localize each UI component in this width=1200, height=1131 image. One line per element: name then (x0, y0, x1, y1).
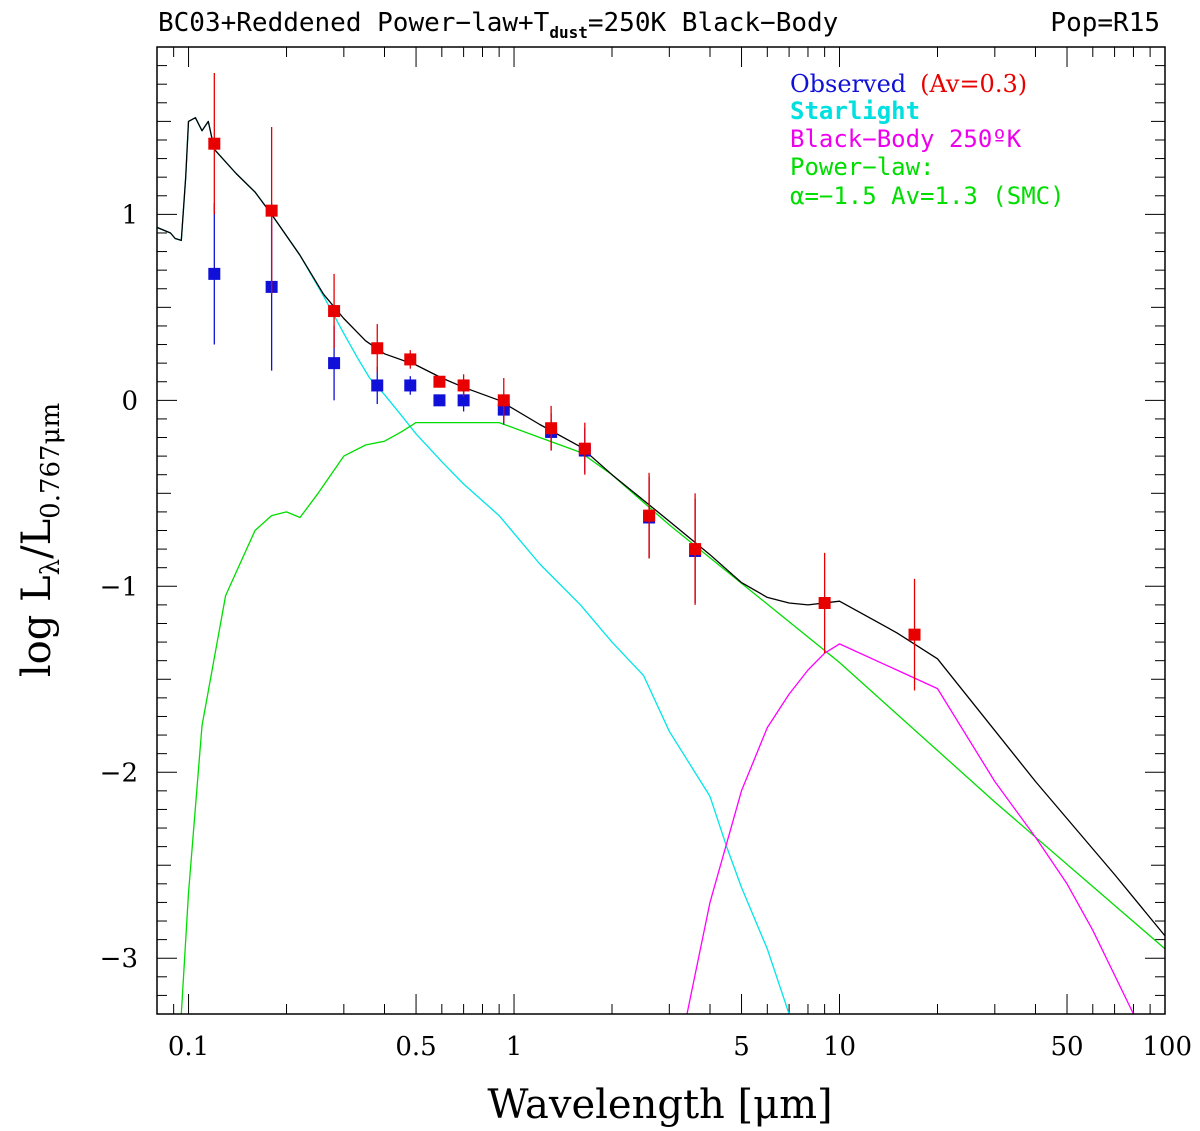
legend-starlight: Starlight (790, 97, 920, 125)
legend-blackbody: Black−Body 250ºK (790, 125, 1022, 153)
y-axis-label: log Lλ/L0.767μm (14, 403, 66, 677)
observed-point (404, 379, 417, 392)
dereddened-point (689, 543, 702, 556)
chart-title: BC03+Reddened Power−law+Tdust=250K Black… (158, 8, 1160, 42)
y-tick-label: 1 (121, 200, 138, 230)
dereddened-point (208, 137, 221, 150)
legend-observed: Observed (Av=0.3) (790, 70, 1027, 98)
legend-powerlaw-params: α=−1.5 Av=1.3 (SMC) (790, 182, 1065, 210)
x-tick-label: 0.1 (168, 1032, 209, 1062)
legend: Observed (Av=0.3) Starlight Black−Body 25… (790, 70, 1065, 210)
chart-title-population: Pop=R15 (1050, 8, 1160, 38)
y-tick-labels: 1 0 −1 −2 −3 (100, 200, 138, 974)
data-points (208, 73, 921, 691)
dereddened-point (371, 342, 384, 355)
legend-powerlaw: Power−law: (790, 153, 935, 181)
total-model-curve (157, 117, 1165, 937)
axis-ticks (156, 46, 1166, 1015)
observed-point (457, 394, 470, 407)
dereddened-point (545, 422, 558, 435)
y-tick-label: −1 (100, 572, 138, 602)
chart-title-main: BC03+Reddened Power−law+Tdust=250K Black… (158, 8, 838, 42)
starlight-curve (157, 117, 790, 1014)
observed-point (328, 357, 341, 370)
power-law-curve (180, 421, 1165, 1014)
dereddened-point (433, 375, 446, 388)
x-tick-label: 100 (1142, 1032, 1192, 1062)
x-axis-label: Wavelength [μm] (487, 1082, 832, 1128)
x-tick-label: 5 (733, 1032, 750, 1062)
dereddened-point (497, 394, 510, 407)
y-tick-label: −3 (100, 944, 138, 974)
model-curves (157, 117, 1165, 1014)
x-tick-label: 1 (506, 1032, 523, 1062)
x-tick-label: 0.5 (395, 1032, 436, 1062)
x-tick-labels: 0.1 0.5 1 5 10 50 100 (168, 1032, 1192, 1062)
dereddened-point (643, 509, 656, 522)
dereddened-point (404, 353, 417, 366)
y-tick-label: −2 (100, 758, 138, 788)
observed-point (433, 394, 446, 407)
observed-point (208, 267, 221, 280)
dereddened-point (457, 379, 470, 392)
dereddened-point (578, 442, 591, 455)
x-tick-label: 10 (823, 1032, 856, 1062)
dereddened-point (328, 305, 341, 318)
plot-frame (156, 46, 1166, 1015)
x-tick-label: 50 (1050, 1032, 1083, 1062)
dereddened-point (908, 628, 921, 641)
observed-point (371, 379, 384, 392)
dereddened-point (818, 597, 831, 610)
blackbody-curve (686, 643, 1135, 1014)
dereddened-point (265, 204, 278, 217)
y-tick-label: 0 (121, 386, 138, 416)
